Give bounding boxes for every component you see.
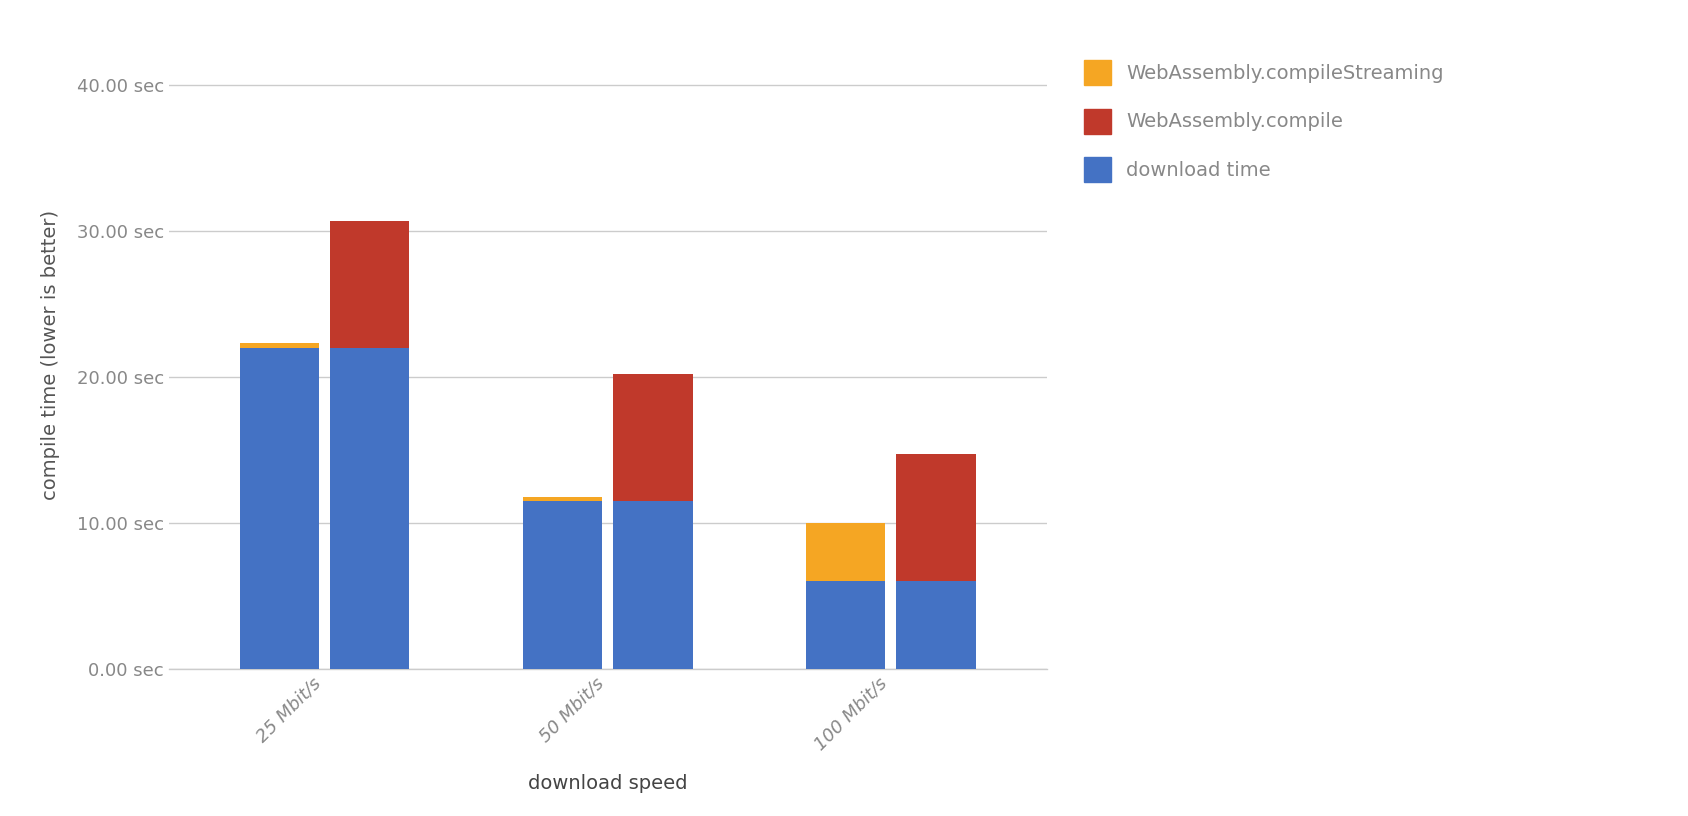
Bar — [805, 582, 885, 669]
Bar — [805, 523, 885, 582]
Bar — [240, 344, 319, 348]
Bar — [523, 501, 603, 669]
Bar — [523, 497, 603, 501]
Bar — [240, 348, 319, 669]
Bar — [613, 374, 692, 501]
Legend: WebAssembly.compileStreaming, WebAssembly.compile, download time: WebAssembly.compileStreaming, WebAssembl… — [1074, 51, 1453, 192]
Bar — [896, 455, 976, 582]
Bar — [896, 582, 976, 669]
X-axis label: download speed: download speed — [528, 774, 687, 793]
Bar — [613, 501, 692, 669]
Bar — [331, 348, 410, 669]
Y-axis label: compile time (lower is better): compile time (lower is better) — [41, 210, 61, 500]
Bar — [331, 220, 410, 348]
